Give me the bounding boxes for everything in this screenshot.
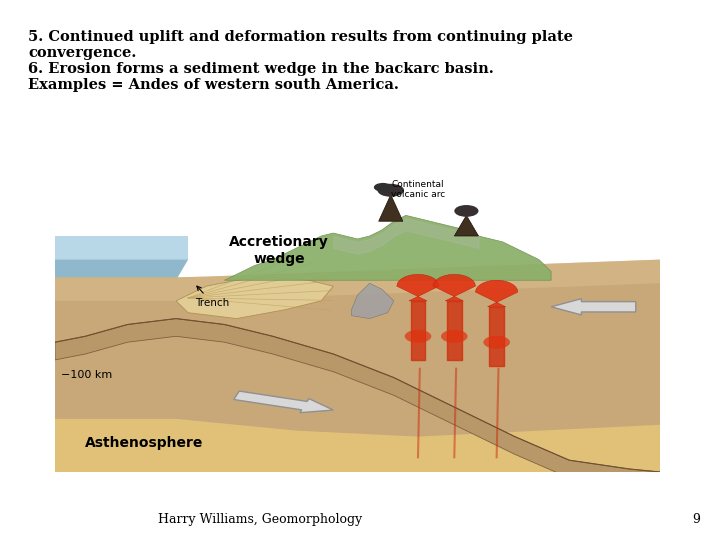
Polygon shape [475,280,518,307]
Text: −100 km: −100 km [61,370,112,380]
Polygon shape [55,260,188,280]
Polygon shape [379,195,403,221]
Polygon shape [454,215,479,236]
Text: 9: 9 [692,513,700,526]
Circle shape [377,184,404,197]
Text: Trench: Trench [195,286,230,308]
Polygon shape [397,274,439,301]
Polygon shape [176,278,333,319]
Polygon shape [55,280,176,301]
Polygon shape [351,283,394,319]
Polygon shape [433,274,475,301]
Text: 6. Erosion forms a sediment wedge in the backarc basin.: 6. Erosion forms a sediment wedge in the… [28,62,494,76]
Polygon shape [55,260,660,301]
Text: Sedimentation in
back arc basin: Sedimentation in back arc basin [554,192,650,214]
Text: C.: C. [62,434,82,452]
Circle shape [441,330,467,343]
Polygon shape [55,419,660,472]
Text: Continental
volcanic arc: Continental volcanic arc [391,180,445,199]
FancyArrow shape [234,391,333,413]
Circle shape [454,205,479,217]
Polygon shape [55,177,660,325]
Circle shape [374,183,392,192]
Text: Harry Williams, Geomorphology: Harry Williams, Geomorphology [158,513,362,526]
Circle shape [483,336,510,349]
FancyArrow shape [551,299,636,315]
Text: Asthenosphere: Asthenosphere [85,435,204,449]
Circle shape [405,330,431,343]
Text: convergence.: convergence. [28,46,136,60]
Polygon shape [55,236,188,260]
Text: Accretionary
wedge: Accretionary wedge [229,235,329,266]
Polygon shape [55,260,660,472]
Text: 5. Continued uplift and deformation results from continuing plate: 5. Continued uplift and deformation resu… [28,30,573,44]
Text: Examples = Andes of western south America.: Examples = Andes of western south Americ… [28,78,399,92]
Polygon shape [55,319,660,490]
Polygon shape [225,215,551,280]
